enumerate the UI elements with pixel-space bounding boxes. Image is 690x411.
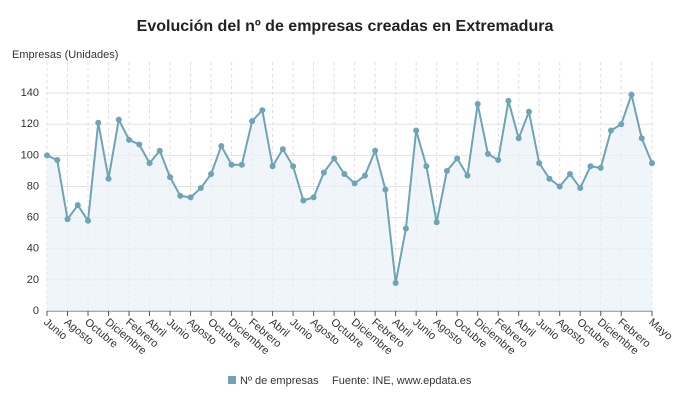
point bbox=[649, 160, 655, 167]
y-tick-label: 0 bbox=[33, 305, 39, 317]
point bbox=[536, 160, 543, 167]
point bbox=[279, 146, 286, 153]
point bbox=[269, 163, 276, 170]
y-tick-label: 100 bbox=[21, 149, 39, 161]
point bbox=[331, 155, 338, 162]
point bbox=[361, 172, 368, 179]
point bbox=[238, 161, 245, 168]
point bbox=[187, 194, 194, 201]
point bbox=[566, 171, 573, 178]
point bbox=[515, 135, 522, 142]
point bbox=[341, 171, 348, 178]
point bbox=[310, 194, 317, 201]
point bbox=[577, 185, 584, 192]
chart-title: Evolución del nº de empresas creadas en … bbox=[137, 18, 554, 35]
point bbox=[300, 197, 307, 204]
point bbox=[259, 107, 266, 114]
point bbox=[484, 150, 491, 157]
legend-swatch bbox=[228, 376, 236, 384]
point bbox=[638, 135, 645, 142]
point bbox=[443, 167, 450, 174]
point bbox=[392, 279, 399, 286]
point bbox=[197, 185, 204, 192]
point bbox=[54, 157, 61, 164]
point bbox=[423, 163, 430, 170]
point bbox=[95, 119, 102, 126]
point bbox=[505, 97, 512, 104]
point bbox=[136, 141, 143, 148]
point bbox=[454, 155, 461, 162]
point bbox=[628, 91, 635, 98]
y-tick-label: 120 bbox=[21, 118, 39, 130]
point bbox=[85, 217, 92, 224]
point bbox=[402, 225, 409, 232]
point bbox=[218, 143, 225, 150]
point bbox=[597, 164, 604, 171]
point bbox=[525, 108, 532, 115]
y-axis-label: Empresas (Unidades) bbox=[12, 49, 118, 61]
point bbox=[618, 121, 625, 128]
point bbox=[156, 147, 163, 154]
point bbox=[351, 180, 358, 187]
point bbox=[433, 219, 440, 226]
point bbox=[177, 192, 184, 199]
area-fill bbox=[47, 94, 652, 312]
source: Fuente: INE, www.epdata.es bbox=[332, 375, 472, 387]
point bbox=[64, 216, 71, 223]
point bbox=[208, 171, 215, 178]
y-tick-label: 20 bbox=[27, 274, 39, 286]
point bbox=[320, 169, 327, 176]
point bbox=[556, 183, 563, 190]
point bbox=[607, 127, 614, 134]
point bbox=[249, 118, 256, 125]
point bbox=[146, 160, 153, 167]
point bbox=[546, 175, 553, 182]
point bbox=[474, 101, 481, 108]
point bbox=[413, 127, 420, 134]
point bbox=[464, 172, 471, 179]
point bbox=[74, 202, 81, 209]
point bbox=[105, 175, 112, 182]
y-tick-label: 60 bbox=[27, 212, 39, 224]
point bbox=[44, 152, 50, 159]
point bbox=[228, 161, 235, 168]
point bbox=[290, 163, 297, 170]
point bbox=[167, 174, 174, 181]
point bbox=[495, 157, 502, 164]
y-tick-label: 40 bbox=[27, 243, 39, 255]
y-tick-label: 80 bbox=[27, 180, 39, 192]
point bbox=[587, 163, 594, 170]
point bbox=[115, 116, 122, 123]
legend-label: Nº de empresas bbox=[240, 375, 319, 387]
y-tick-label: 140 bbox=[21, 87, 39, 99]
point bbox=[126, 136, 133, 143]
point bbox=[382, 186, 389, 193]
point bbox=[372, 147, 379, 154]
